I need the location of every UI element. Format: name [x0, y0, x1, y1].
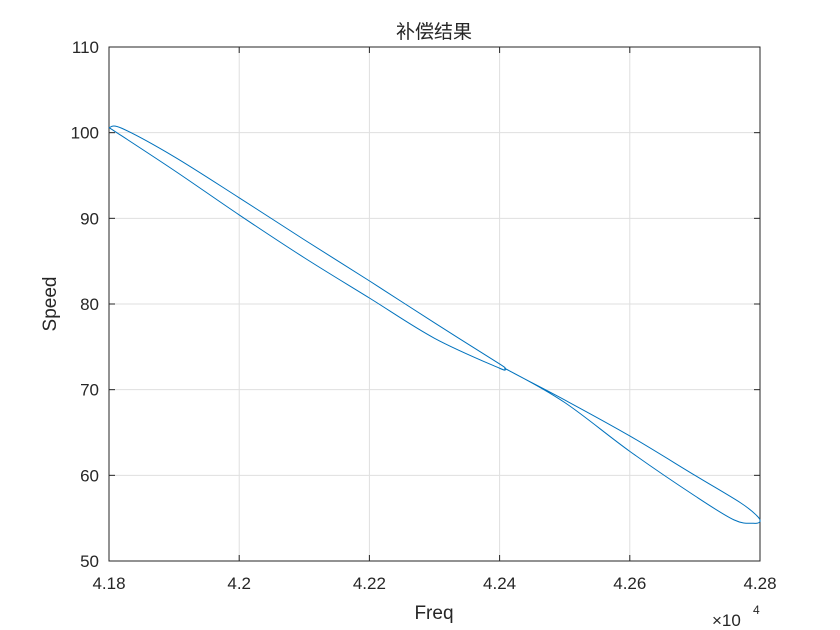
- x-exponent-multiplier: ×10 4: [712, 603, 760, 630]
- y-axis: 50 60 70 80 90 100 110: [71, 38, 760, 571]
- y-tick-label: 100: [71, 124, 99, 143]
- x-tick-label: 4.22: [353, 574, 386, 593]
- x-axis-label: Freq: [414, 603, 453, 624]
- chart-title: 补偿结果: [396, 21, 472, 43]
- x-tick-label: 4.24: [483, 574, 516, 593]
- grid-lines: [108, 46, 761, 562]
- series-line: [108, 125, 761, 524]
- y-tick-label: 80: [80, 295, 99, 314]
- y-tick-label: 90: [80, 209, 99, 228]
- y-tick-label: 70: [80, 381, 99, 400]
- x-tick-label: 4.26: [613, 574, 646, 593]
- x-exponent-base: ×10: [712, 611, 741, 630]
- x-tick-label: 4.28: [743, 574, 776, 593]
- y-tick-label: 60: [80, 466, 99, 485]
- x-exponent-power: 4: [753, 603, 760, 617]
- y-axis-label: Speed: [40, 277, 61, 332]
- x-tick-label: 4.2: [227, 574, 251, 593]
- x-tick-label: 4.18: [92, 574, 125, 593]
- y-tick-label: 50: [80, 552, 99, 571]
- y-tick-label: 110: [72, 38, 99, 57]
- x-axis: 4.18 4.2 4.22 4.24 4.26 4.28: [92, 47, 777, 593]
